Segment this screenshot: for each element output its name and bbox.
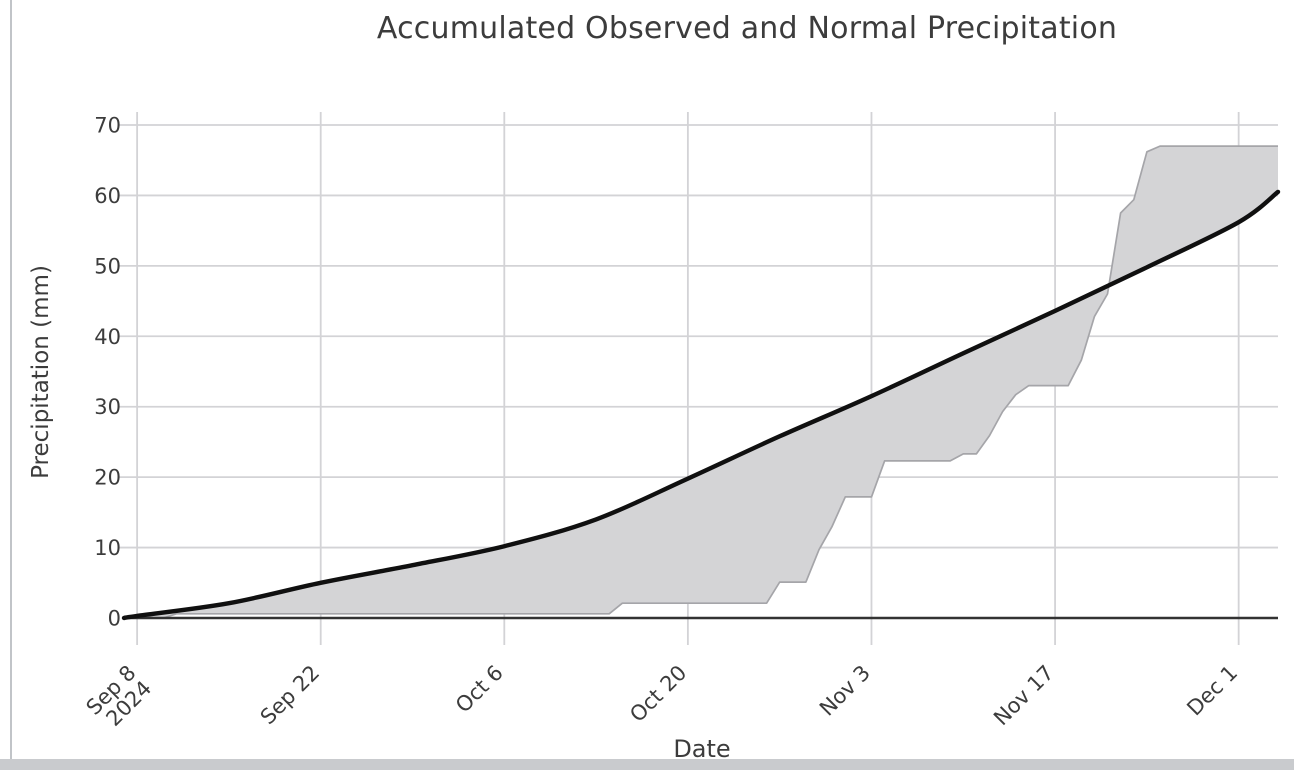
svg-text:Dec 1: Dec 1: [1182, 661, 1242, 721]
observed-normal-difference-band: [124, 146, 1278, 618]
svg-text:Nov 3: Nov 3: [815, 661, 875, 721]
svg-text:0: 0: [108, 607, 121, 631]
svg-text:Sep 82024: Sep 82024: [82, 661, 157, 736]
svg-text:70: 70: [94, 114, 121, 138]
svg-text:60: 60: [94, 184, 121, 208]
observed-precipitation-line: [124, 145, 1278, 619]
svg-text:30: 30: [94, 395, 121, 419]
svg-text:10: 10: [94, 536, 121, 560]
svg-text:40: 40: [94, 325, 121, 349]
svg-text:50: 50: [94, 254, 121, 278]
x-axis-tick-labels: Sep 82024 Sep 22 Oct 6 Oct 20 Nov 3 Nov 17 Dec…: [82, 661, 1243, 736]
y-axis-title: Precipitation (mm): [28, 265, 54, 479]
y-axis-tick-labels: 0 10 20 30 40 50 60 70: [94, 114, 121, 631]
svg-text:Nov 17: Nov 17: [989, 661, 1059, 731]
svg-text:20: 20: [94, 466, 121, 490]
window-left-border: [10, 0, 12, 760]
svg-text:Oct 20: Oct 20: [625, 661, 691, 727]
svg-text:Sep 22: Sep 22: [256, 661, 325, 730]
x-axis-title: Date: [673, 735, 731, 763]
window-bottom-border: [0, 759, 1294, 770]
normal-precipitation-line: [121, 189, 1281, 621]
chart-title: Accumulated Observed and Normal Precipit…: [376, 11, 1118, 46]
svg-text:Oct 6: Oct 6: [451, 661, 508, 718]
